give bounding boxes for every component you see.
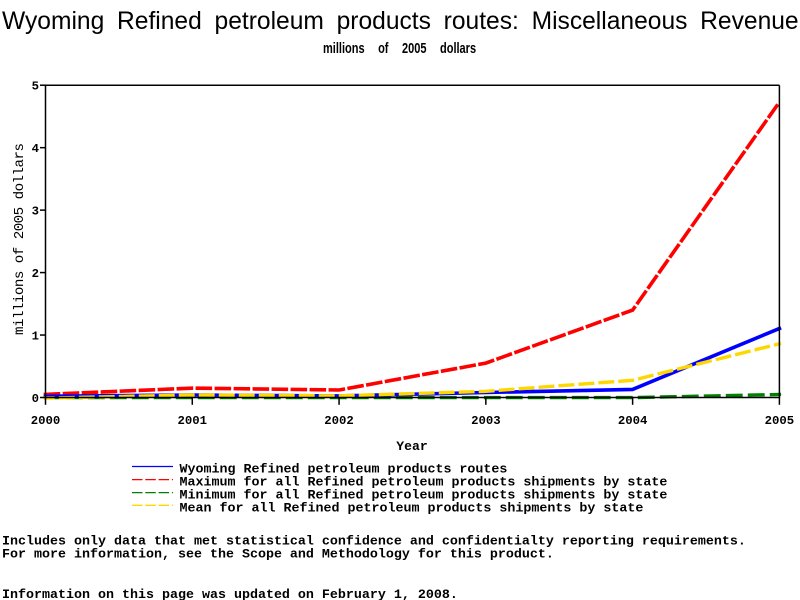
svg-text:Wyoming Refined petroleum prod: Wyoming Refined petroleum products route… <box>2 8 799 35</box>
svg-text:Information on this page was u: Information on this page was updated on … <box>2 588 458 600</box>
svg-text:Includes only data that met st: Includes only data that met statistical … <box>2 535 746 550</box>
svg-text:Year: Year <box>396 439 427 454</box>
svg-text:3: 3 <box>32 205 39 219</box>
svg-text:2003: 2003 <box>471 414 501 428</box>
svg-text:4: 4 <box>32 142 40 156</box>
svg-text:millions of 2005 dollars: millions of 2005 dollars <box>323 40 476 57</box>
svg-text:2: 2 <box>32 267 39 281</box>
svg-text:2005: 2005 <box>765 414 795 428</box>
svg-text:Wyoming Refined petroleum prod: Wyoming Refined petroleum products route… <box>180 463 508 478</box>
svg-text:Maximum for all Refined petrol: Maximum for all Refined petroleum produc… <box>180 476 668 491</box>
svg-text:For more information, see the: For more information, see the Scope and … <box>2 548 554 563</box>
svg-text:2001: 2001 <box>178 414 208 428</box>
svg-text:2004: 2004 <box>618 414 648 428</box>
svg-text:5: 5 <box>32 80 39 94</box>
svg-text:Minimum for all Refined petrol: Minimum for all Refined petroleum produc… <box>180 489 668 504</box>
svg-text:millions of 2005 dollars: millions of 2005 dollars <box>12 143 28 335</box>
svg-text:2000: 2000 <box>31 414 61 428</box>
svg-text:Mean for all Refined petroleum: Mean for all Refined petroleum products … <box>180 502 644 517</box>
svg-text:1: 1 <box>32 330 39 344</box>
svg-text:2002: 2002 <box>324 414 354 428</box>
svg-text:0: 0 <box>32 392 39 406</box>
